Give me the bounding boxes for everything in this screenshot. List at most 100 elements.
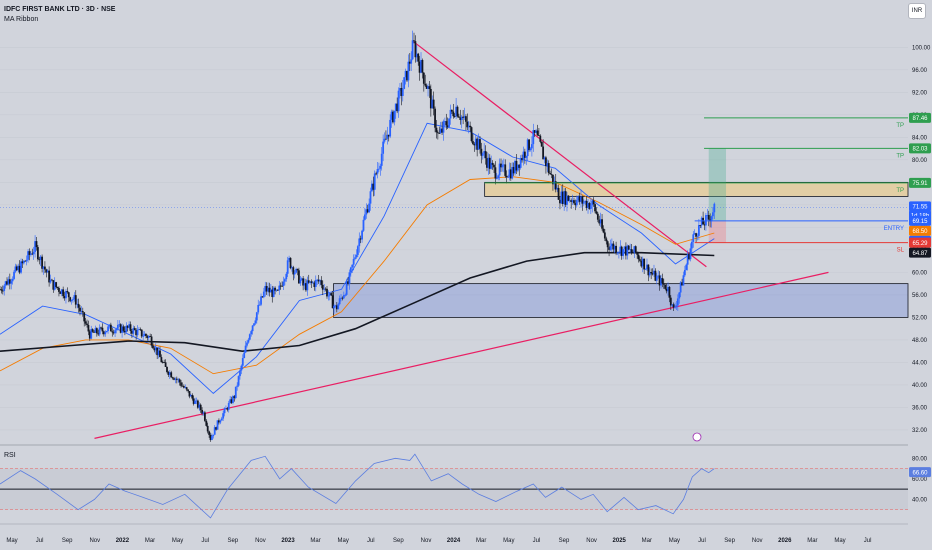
candle-body xyxy=(601,219,603,229)
candle-body xyxy=(58,287,60,292)
candle-body xyxy=(408,61,411,64)
rsi-label: RSI xyxy=(4,452,16,459)
candle-body xyxy=(63,296,66,299)
candle-body xyxy=(218,420,220,423)
candle-body xyxy=(51,279,53,281)
candle-body xyxy=(60,289,63,294)
candle-body xyxy=(107,326,109,332)
candle-body xyxy=(646,264,648,269)
candle-body xyxy=(511,166,514,179)
candle-body xyxy=(236,385,239,387)
candle-body xyxy=(387,134,390,137)
candle-body xyxy=(234,386,237,399)
candle-body xyxy=(356,246,359,255)
indicator-label[interactable]: MA Ribbon xyxy=(4,16,39,23)
candle-body xyxy=(699,225,702,226)
candle-body xyxy=(523,151,526,158)
candle-body xyxy=(126,325,129,328)
candle-body xyxy=(70,299,73,302)
candle-body xyxy=(599,219,602,224)
candle-body xyxy=(366,209,369,213)
target-label: TP xyxy=(896,123,904,129)
trendlines[interactable] xyxy=(94,41,829,439)
candle-body xyxy=(76,303,79,305)
candle-body xyxy=(69,297,72,302)
candle-body xyxy=(660,278,662,286)
candle-body xyxy=(393,110,396,123)
candle-body xyxy=(196,400,199,408)
candle-body xyxy=(20,261,22,273)
candle-body xyxy=(474,138,477,146)
candle-body xyxy=(469,125,472,128)
candle-body xyxy=(568,200,571,202)
candle-body xyxy=(450,109,453,112)
candle-body xyxy=(314,279,317,287)
candle-body xyxy=(91,329,94,332)
candle-body xyxy=(233,396,236,399)
candle-body xyxy=(272,287,275,298)
candle-body xyxy=(3,285,6,291)
time-tick-label: Jul xyxy=(698,538,706,544)
candle-body xyxy=(156,347,159,356)
candle-body xyxy=(6,281,8,285)
candle-body xyxy=(560,191,563,204)
candle-body xyxy=(414,41,417,58)
candle-body xyxy=(247,339,250,343)
candle-body xyxy=(80,311,83,312)
entry-label: ENTRY xyxy=(884,226,904,232)
candle-body xyxy=(1,290,4,292)
candle-body xyxy=(420,59,422,73)
candle-body xyxy=(42,266,45,269)
candle-body xyxy=(306,280,309,291)
candle-body xyxy=(675,305,678,307)
candle-body xyxy=(564,191,567,205)
candle-body xyxy=(337,304,340,310)
currency-button[interactable]: INR xyxy=(908,3,926,19)
candle-body xyxy=(439,128,442,134)
candle-body xyxy=(627,245,630,250)
time-tick-label: Mar xyxy=(476,538,486,544)
candle-body xyxy=(477,139,480,150)
candle-body xyxy=(313,282,316,287)
candle-body xyxy=(407,61,410,81)
candle-body xyxy=(225,408,227,409)
candle-body xyxy=(710,216,713,222)
candle-body xyxy=(501,164,504,168)
candle-body xyxy=(508,169,511,178)
candle-body xyxy=(505,175,508,178)
candle-body xyxy=(581,196,584,204)
trade-levels[interactable]: TP TP TP ENTRY SL xyxy=(0,117,908,442)
candle-body xyxy=(476,138,479,150)
candle-body xyxy=(379,165,382,169)
candle-body xyxy=(487,157,490,168)
moving-average-line xyxy=(0,251,715,353)
time-tick-label: Sep xyxy=(62,538,73,544)
candle-body xyxy=(539,135,542,142)
candle-body xyxy=(470,127,473,142)
ma-price-badge-bg xyxy=(909,247,931,258)
candle-body xyxy=(349,267,352,273)
candle-body xyxy=(219,420,222,423)
candle-body xyxy=(307,280,310,283)
time-tick-label: 2025 xyxy=(613,538,627,544)
candle-body xyxy=(449,109,452,119)
candle-body xyxy=(135,330,138,336)
candle-body xyxy=(147,336,150,338)
candle-body xyxy=(261,296,264,298)
candle-body xyxy=(507,177,509,178)
candle-body xyxy=(542,146,545,160)
candle-body xyxy=(490,162,493,169)
candle-body xyxy=(626,245,629,256)
candle-body xyxy=(436,132,439,134)
candle-body xyxy=(180,382,182,386)
candle-body xyxy=(361,230,363,240)
time-tick-label: Jul xyxy=(201,538,209,544)
candle-body xyxy=(163,362,166,364)
stop-loss-label: SL xyxy=(897,248,905,254)
candle-body xyxy=(21,261,24,264)
target-price-badge: 82.03 xyxy=(912,147,928,153)
candle-body xyxy=(296,268,299,271)
candle-body xyxy=(643,258,646,270)
